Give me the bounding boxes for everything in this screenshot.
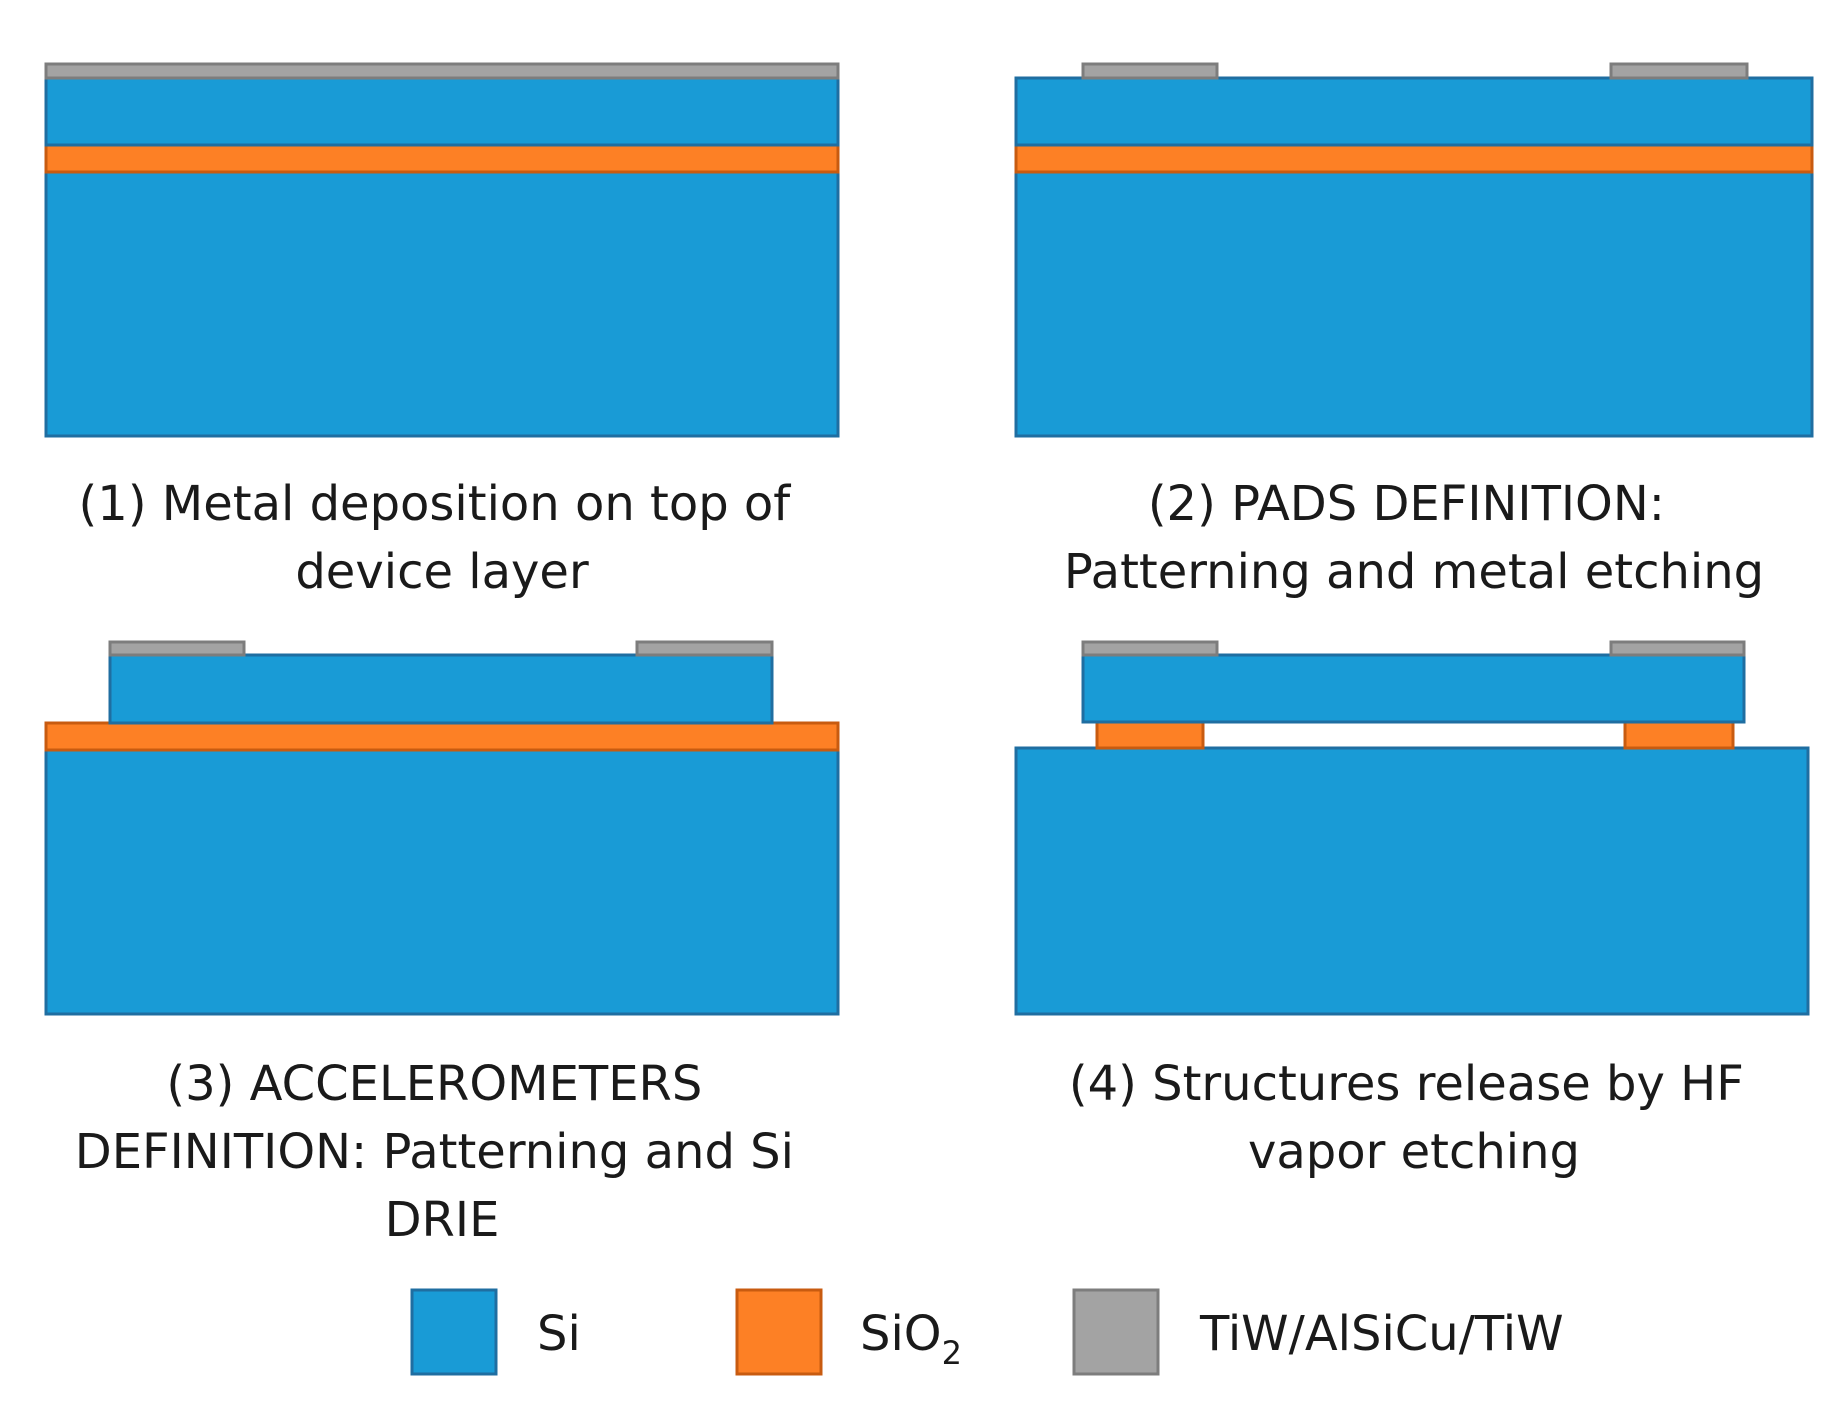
step-3-metal-pad-right — [635, 640, 774, 657]
legend-metal-swatch — [1072, 1288, 1160, 1376]
legend: Si SiO2 TiW/AlSiCu/TiW — [410, 1288, 1564, 1376]
step-4-caption-line-1: (4) Structures release by HF — [1069, 1056, 1744, 1112]
step-3-caption-line-3: DRIE — [385, 1192, 500, 1248]
step-4-substrate — [1014, 746, 1810, 1016]
step-2-metal-pad-right — [1609, 62, 1749, 80]
step-1-caption-line-2: device layer — [295, 544, 589, 600]
step-4-oxide-anchor-right — [1623, 720, 1735, 750]
step-1-substrate — [44, 170, 840, 438]
step-1-device-layer — [44, 76, 840, 147]
legend-metal-label: TiW/AlSiCu/TiW — [1199, 1306, 1564, 1362]
step-1-caption: (1) Metal deposition on top of device la… — [79, 476, 806, 600]
step-3-caption-line-1: (3) ACCELEROMETERS — [166, 1056, 702, 1112]
step-3-metal-pad-left — [108, 640, 246, 657]
step-3-patterned-device-layer — [108, 653, 774, 725]
step-2-cross-section — [1014, 62, 1814, 438]
step-4-caption: (4) Structures release by HF vapor etchi… — [1069, 1056, 1759, 1180]
step-4-cross-section — [1014, 640, 1810, 1016]
legend-sio2-label-base: SiO — [860, 1306, 942, 1362]
step-2-oxide-layer — [1014, 143, 1814, 174]
step-3-cross-section — [44, 640, 840, 1016]
legend-si-label: Si — [537, 1306, 581, 1362]
step-4-metal-pad-right — [1609, 640, 1746, 657]
step-2-metal-pad-left — [1081, 62, 1219, 80]
step-4-oxide-anchor-left — [1095, 720, 1205, 750]
step-1-oxide-layer — [44, 143, 840, 174]
step-3-oxide-layer — [44, 721, 840, 752]
step-4-caption-line-2: vapor etching — [1248, 1124, 1580, 1180]
step-3-caption: (3) ACCELEROMETERS DEFINITION: Patternin… — [75, 1056, 810, 1248]
step-2-substrate — [1014, 170, 1814, 438]
legend-si-swatch — [410, 1288, 498, 1376]
step-4-released-structure — [1081, 653, 1746, 724]
step-2-caption: (2) PADS DEFINITION: Patterning and meta… — [1064, 476, 1764, 600]
step-2-device-layer — [1014, 76, 1814, 147]
step-1-cross-section — [44, 62, 840, 438]
legend-sio2-label: SiO2 — [860, 1306, 962, 1372]
step-2-caption-line-2: Patterning and metal etching — [1064, 544, 1764, 600]
step-3-substrate — [44, 748, 840, 1016]
step-3-caption-line-2: DEFINITION: Patterning and Si — [75, 1124, 794, 1180]
legend-sio2-swatch — [735, 1288, 823, 1376]
step-1-metal-layer — [44, 62, 840, 80]
step-1-caption-line-1: (1) Metal deposition on top of — [79, 476, 792, 532]
legend-sio2-label-sub: 2 — [942, 1334, 962, 1372]
step-4-metal-pad-left — [1081, 640, 1219, 657]
step-2-caption-line-1: (2) PADS DEFINITION: — [1148, 476, 1665, 532]
